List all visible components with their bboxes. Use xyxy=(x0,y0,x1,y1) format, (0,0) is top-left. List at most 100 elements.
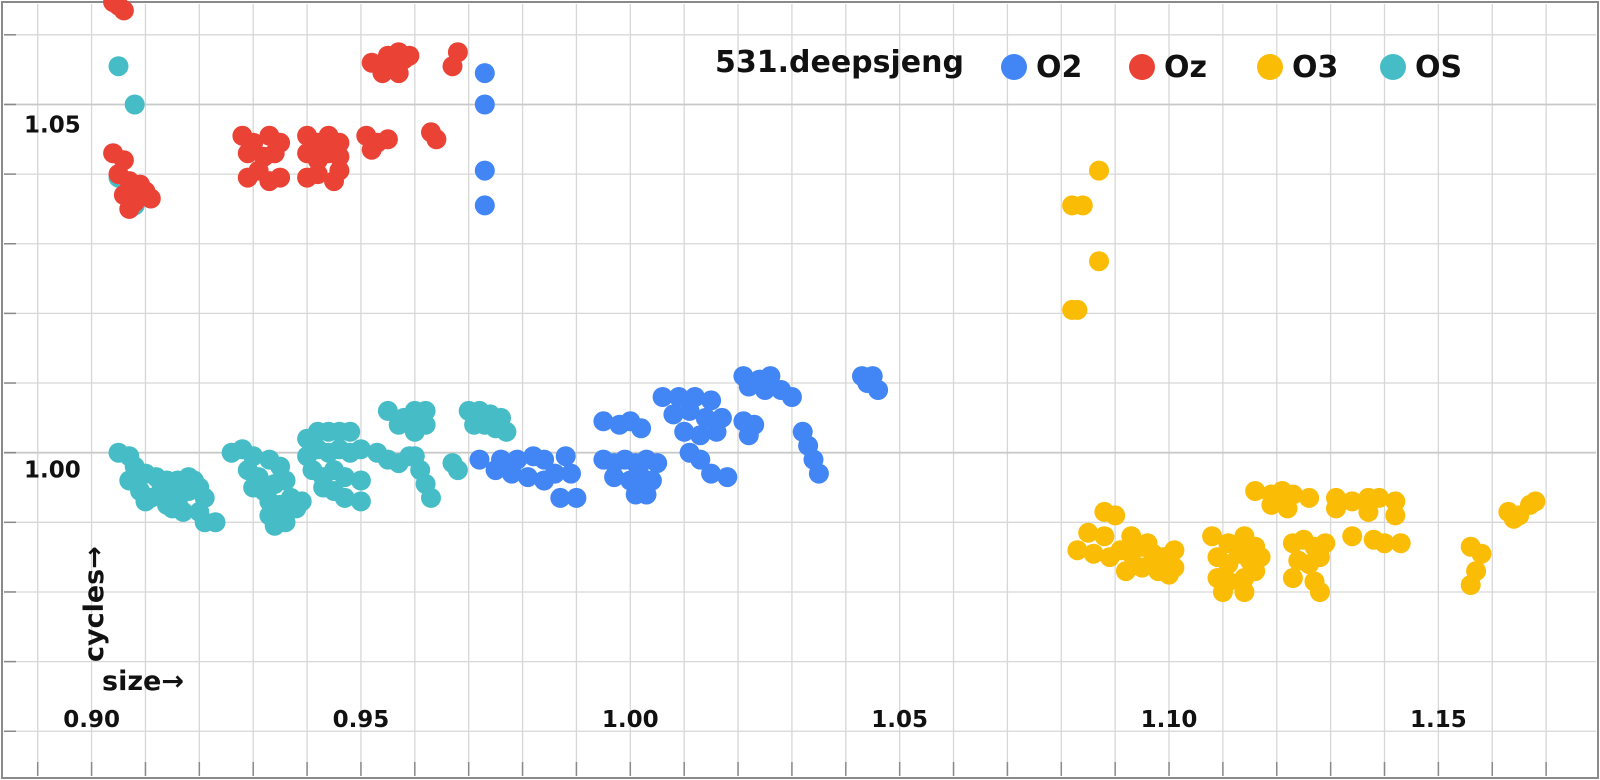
data-point-o2 xyxy=(738,376,759,397)
y-tick-label: 1.00 xyxy=(24,458,81,484)
data-point-o2 xyxy=(690,449,711,470)
data-point-o3 xyxy=(1159,564,1179,585)
data-point-o2 xyxy=(593,411,614,432)
data-point-os xyxy=(340,421,361,442)
data-point-oz xyxy=(329,146,350,167)
data-point-o3 xyxy=(1342,526,1363,547)
data-point-o3 xyxy=(1202,526,1223,547)
data-point-os xyxy=(334,487,355,508)
data-point-o3 xyxy=(1115,561,1136,582)
series-oz xyxy=(103,0,468,219)
data-point-oz xyxy=(377,129,398,150)
data-point-oz xyxy=(442,56,463,77)
axis-ticks xyxy=(4,34,1547,776)
data-point-o3 xyxy=(1089,160,1109,181)
x-tick-label: 0.95 xyxy=(333,707,390,733)
data-point-oz xyxy=(113,0,134,21)
data-point-o3 xyxy=(1137,533,1158,554)
data-point-os xyxy=(173,501,194,522)
data-point-o3 xyxy=(1503,508,1524,529)
data-point-o2 xyxy=(485,460,506,481)
data-point-o3 xyxy=(1277,498,1298,519)
legend-marker xyxy=(1257,54,1283,80)
data-point-os xyxy=(415,414,436,435)
x-tick-label: 0.90 xyxy=(63,707,120,733)
data-point-o3 xyxy=(1067,540,1088,561)
data-point-o3 xyxy=(1072,195,1093,216)
data-point-o2 xyxy=(474,94,495,115)
legend-label: O3 xyxy=(1292,50,1338,85)
x-tick-label: 1.10 xyxy=(1141,707,1198,733)
chart-title: 531.deepsjeng xyxy=(715,45,964,80)
data-point-o2 xyxy=(706,421,727,442)
data-point-o2 xyxy=(755,380,775,400)
data-point-o2 xyxy=(647,453,668,474)
data-point-os xyxy=(275,470,296,491)
data-point-o3 xyxy=(1460,575,1481,595)
data-point-o2 xyxy=(566,487,587,508)
data-point-o3 xyxy=(1309,582,1330,602)
data-point-o3 xyxy=(1374,533,1395,554)
data-point-os xyxy=(377,400,398,421)
data-point-os xyxy=(334,467,355,488)
data-point-o3 xyxy=(1525,491,1546,512)
data-point-oz xyxy=(361,139,382,160)
data-point-os xyxy=(388,414,409,435)
data-point-os xyxy=(421,487,441,508)
data-point-o3 xyxy=(1245,481,1266,501)
data-point-o3 xyxy=(1245,561,1266,582)
data-point-o3 xyxy=(1369,487,1390,508)
data-point-oz xyxy=(388,63,409,84)
data-point-oz xyxy=(264,143,285,164)
data-point-os xyxy=(350,439,371,460)
data-point-o2 xyxy=(738,425,759,446)
data-point-o2 xyxy=(701,390,722,411)
data-point-o3 xyxy=(1282,568,1303,588)
data-point-os xyxy=(275,512,296,533)
data-point-os xyxy=(286,498,307,519)
legend-label: O2 xyxy=(1036,50,1082,85)
data-point-o3 xyxy=(1067,299,1088,320)
data-point-o2 xyxy=(679,400,700,421)
data-point-o3 xyxy=(1299,487,1320,508)
data-point-o2 xyxy=(474,63,495,84)
x-tick-label: 1.15 xyxy=(1410,707,1467,733)
data-point-os xyxy=(124,94,145,115)
y-tick-label: 1.05 xyxy=(24,112,81,138)
legend-item-o3: O3 xyxy=(1257,50,1338,85)
x-tick-label: 1.05 xyxy=(871,707,928,733)
data-point-oz xyxy=(372,63,393,84)
data-point-os xyxy=(496,421,517,442)
data-point-o3 xyxy=(1094,526,1115,547)
grid-lines xyxy=(4,4,1596,776)
data-point-o2 xyxy=(631,418,652,439)
data-point-o2 xyxy=(550,487,571,508)
legend-item-o2: O2 xyxy=(1001,50,1082,85)
data-point-o3 xyxy=(1342,491,1363,512)
y-axis-title: cycles→ xyxy=(79,546,110,662)
data-point-o3 xyxy=(1212,582,1233,602)
legend-marker xyxy=(1001,54,1027,80)
data-point-o3 xyxy=(1083,543,1104,564)
data-point-o3 xyxy=(1471,543,1492,564)
data-point-o2 xyxy=(501,463,522,484)
legend-label: Oz xyxy=(1164,50,1207,85)
tick-labels: 0.90 0.95 1.00 1.05 1.10 1.15 1.00 1.05 xyxy=(24,112,1467,733)
data-point-oz xyxy=(140,188,161,209)
data-point-o3 xyxy=(1089,251,1109,272)
data-point-o2 xyxy=(561,463,581,484)
data-point-o2 xyxy=(636,484,657,505)
data-points xyxy=(103,0,1546,602)
legend-item-oz: Oz xyxy=(1129,50,1207,85)
data-point-o3 xyxy=(1358,501,1379,522)
data-point-o3 xyxy=(1105,505,1126,526)
data-point-o2 xyxy=(474,195,495,216)
data-point-os xyxy=(135,491,156,512)
data-point-o2 xyxy=(690,425,711,446)
data-point-o3 xyxy=(1390,533,1411,554)
data-point-o2 xyxy=(517,467,538,488)
legend-label: OS xyxy=(1415,50,1462,85)
data-point-o2 xyxy=(544,463,565,484)
data-point-o3 xyxy=(1132,557,1153,578)
data-point-o2 xyxy=(474,160,495,181)
